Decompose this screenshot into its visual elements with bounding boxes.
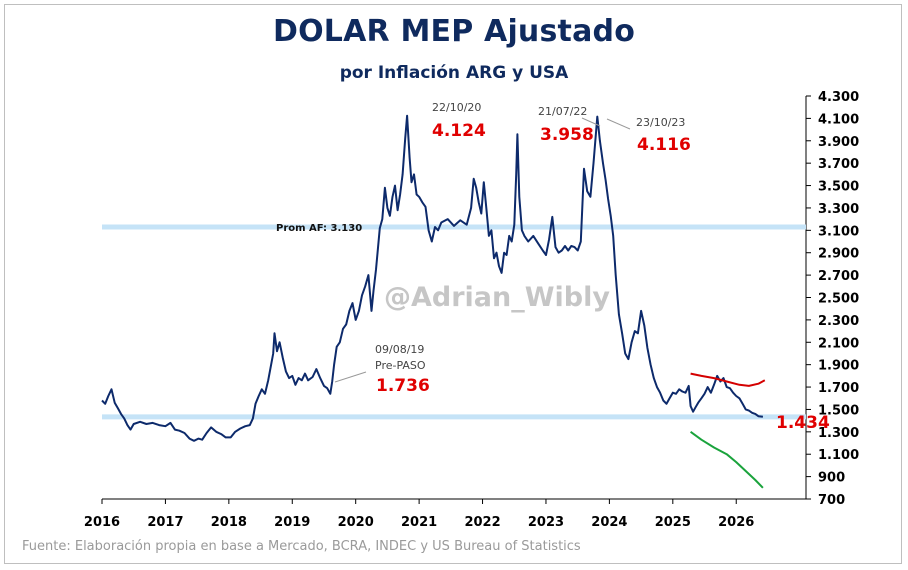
y-tick-label: 2.700 — [818, 269, 859, 284]
annotation-date: 21/07/22 — [538, 105, 587, 118]
y-tick-label: 2.100 — [818, 336, 859, 351]
y-tick-label: 1.900 — [818, 359, 859, 374]
annotation-value: 1.434 — [776, 413, 830, 433]
annotation-value: 1.736 — [376, 376, 430, 396]
x-tick-label: 2020 — [338, 515, 374, 530]
x-tick-label: 2025 — [655, 515, 691, 530]
watermark-text: @Adrian_Wibly — [384, 282, 610, 313]
y-tick-label: 2.900 — [818, 247, 859, 262]
reference-line-label: Prom AF: 3.130 — [276, 223, 362, 234]
annotation-date: 23/10/23 — [636, 116, 685, 129]
annotation-note: Pre-PASO — [375, 359, 426, 372]
annotation-leader-line — [334, 371, 367, 383]
x-tick-label: 2022 — [464, 515, 500, 530]
y-tick-label: 2.300 — [818, 314, 859, 329]
x-tick-label: 2016 — [84, 515, 120, 530]
x-tick-label: 2018 — [211, 515, 247, 530]
annotation-value: 4.124 — [432, 121, 486, 141]
x-tick-label: 2023 — [528, 515, 564, 530]
y-tick-label: 3.300 — [818, 202, 859, 217]
y-tick-label: 1.700 — [818, 381, 859, 396]
annotation-leader-line — [581, 117, 601, 127]
chart-title: DOLAR MEP Ajustado — [272, 14, 636, 49]
x-tick-label: 2026 — [718, 515, 754, 530]
y-tick-label: 3.700 — [818, 157, 859, 172]
y-tick-label: 3.100 — [818, 224, 859, 239]
annotation-value: 4.116 — [637, 135, 691, 155]
y-tick-label: 4.300 — [818, 90, 859, 105]
series-line-2 — [690, 430, 764, 489]
y-tick-label: 1.100 — [818, 448, 859, 463]
annotation-date: 09/08/19 — [375, 343, 424, 356]
annotation-date: 22/10/20 — [432, 101, 481, 114]
annotation-value: 3.958 — [540, 125, 594, 145]
x-tick-label: 2017 — [147, 515, 183, 530]
chart-subtitle: por Inflación ARG y USA — [339, 63, 569, 83]
y-tick-label: 4.100 — [818, 112, 859, 127]
y-tick-label: 1.300 — [818, 426, 859, 441]
x-tick-label: 2024 — [591, 515, 627, 530]
y-tick-label: 1.500 — [818, 403, 859, 418]
annotation-leader-line — [606, 118, 631, 130]
source-note: Fuente: Elaboración propia en base a Mer… — [22, 539, 581, 554]
x-tick-label: 2021 — [401, 515, 437, 530]
y-tick-label: 2.500 — [818, 292, 859, 307]
y-tick-label: 3.500 — [818, 180, 859, 195]
series-line-0 — [101, 114, 764, 442]
y-tick-label: 900 — [818, 471, 845, 486]
y-tick-label: 3.900 — [818, 135, 859, 150]
y-tick-label: 700 — [818, 493, 845, 508]
x-tick-label: 2019 — [274, 515, 310, 530]
chart-frame — [4, 4, 902, 564]
series-line-1 — [690, 372, 766, 387]
